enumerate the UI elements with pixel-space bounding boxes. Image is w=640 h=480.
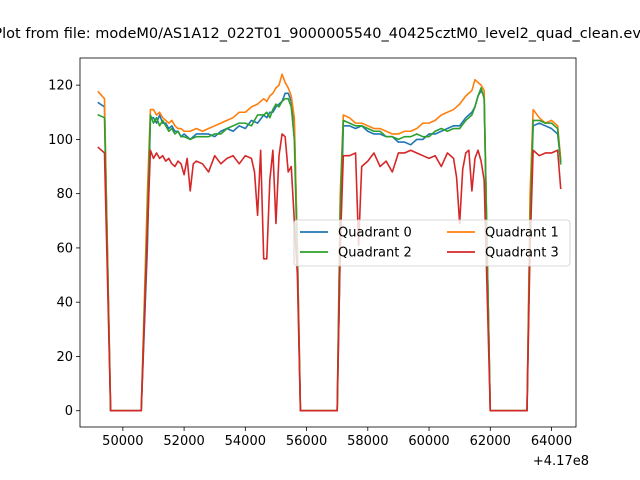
y-axis: 0 20 40 60 80 100 120 [48,79,80,419]
x-axis: 50000 52000 54000 56000 58000 60000 62000 64000 [102,427,572,449]
x-tick-label: 58000 [347,434,388,449]
x-tick-label: 64000 [531,434,572,449]
y-tick-label: 120 [48,79,73,94]
x-tick-label: 62000 [470,434,511,449]
chart-title: Plot from file: modeM0/AS1A12_022T01_900… [0,26,640,42]
axes-frame [79,57,577,428]
y-tick-label: 100 [48,133,73,148]
x-offset-label: +4.17e8 [533,454,589,469]
x-tick-label: 52000 [163,434,204,449]
x-tick-label: 54000 [225,434,266,449]
x-tick-label: 50000 [102,434,143,449]
y-tick-label: 80 [56,187,73,202]
x-tick-label: 60000 [408,434,449,449]
y-tick-label: 20 [56,350,73,365]
y-tick-label: 40 [56,296,73,311]
legend-label: Quadrant 2 [338,246,412,261]
series-line-quadrant-2 [97,87,562,412]
x-tick-label: 56000 [286,434,327,449]
legend-label: Quadrant 3 [485,246,559,261]
legend-box [293,219,571,267]
y-tick-label: 0 [65,404,73,419]
y-tick-label: 60 [56,241,73,256]
legend: Quadrant 0 Quadrant 1 Quadrant 2 Quadrant 3 [293,219,571,267]
legend-label: Quadrant 1 [485,226,559,241]
legend-label: Quadrant 0 [338,226,412,241]
